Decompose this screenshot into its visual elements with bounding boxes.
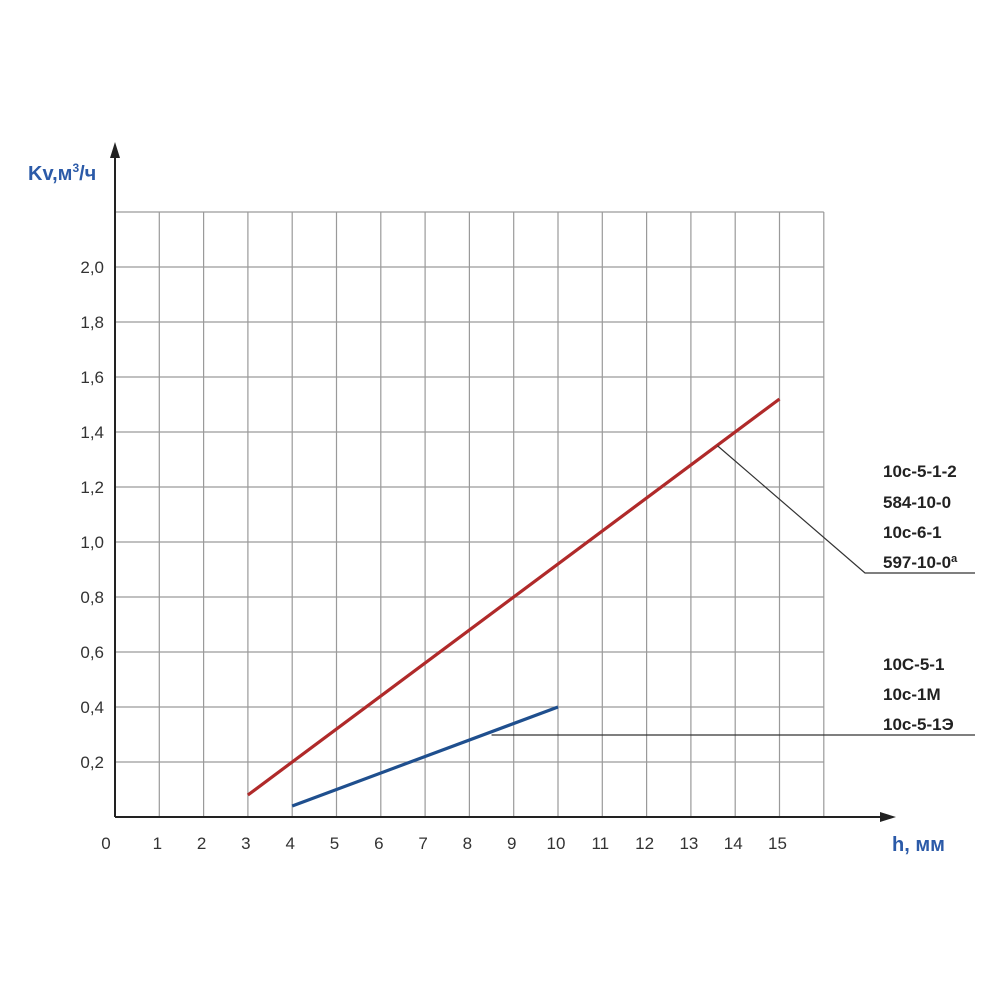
x-tick-label: 11	[591, 834, 609, 853]
x-axis-arrow	[880, 812, 896, 822]
legend-label: 10с-5-1Э	[883, 715, 954, 734]
x-tick-label: 7	[418, 834, 427, 853]
y-tick-label: 1,8	[80, 313, 104, 332]
legend-leader-line	[717, 445, 975, 574]
series-lines	[246, 397, 781, 808]
y-tick-label: 1,4	[80, 423, 104, 442]
x-tick-label: 9	[507, 834, 516, 853]
x-tick-label: 3	[241, 834, 250, 853]
x-tick-label: 6	[374, 834, 383, 853]
series-line-1	[246, 397, 781, 797]
y-axis-title: Kv,м3/ч	[28, 161, 96, 185]
x-tick-label: 5	[330, 834, 339, 853]
y-tick-label: 2,0	[80, 258, 104, 277]
y-tick-label: 0,8	[80, 588, 104, 607]
grid	[115, 211, 825, 817]
x-tick-label: 14	[724, 834, 743, 853]
axes	[110, 142, 896, 822]
legend-label: 584-10-0	[883, 493, 951, 512]
legend-label: 10с-1М	[883, 685, 941, 704]
legend-label: 597-10-0ª	[883, 553, 958, 572]
x-tick-label: 13	[679, 834, 698, 853]
legend-label: 10с-5-1-2	[883, 462, 957, 481]
x-tick-label: 10	[547, 834, 566, 853]
x-tick-label: 0	[101, 834, 110, 853]
legend-label: 10С-5-1	[883, 655, 944, 674]
y-tick-label: 1,6	[80, 368, 104, 387]
x-tick-label: 2	[197, 834, 206, 853]
y-tick-label: 0,4	[80, 698, 104, 717]
y-tick-label: 0,2	[80, 753, 104, 772]
legend-label: 10с-6-1	[883, 523, 942, 542]
x-tick-label: 15	[768, 834, 787, 853]
tick-labels: 0 1 2 3 4 5 6 7 8 9 10 11 12 13 14 150,20,40,60,81,01,2…	[80, 258, 787, 853]
y-axis-arrow	[110, 142, 120, 158]
y-tick-label: 1,2	[80, 478, 104, 497]
x-tick-label: 8	[463, 834, 472, 853]
y-tick-label: 1,0	[80, 533, 104, 552]
y-tick-label: 0,6	[80, 643, 104, 662]
x-tick-label: 1	[153, 834, 162, 853]
x-axis-title: h, мм	[892, 834, 945, 856]
x-tick-label: 12	[635, 834, 654, 853]
x-tick-label: 4	[285, 834, 294, 853]
series-line-2	[291, 705, 559, 808]
legend-annotations: 10с-5-1-2 584-10-0 10с-6-1 597-10-0ª 10С-5-1…	[491, 445, 975, 736]
